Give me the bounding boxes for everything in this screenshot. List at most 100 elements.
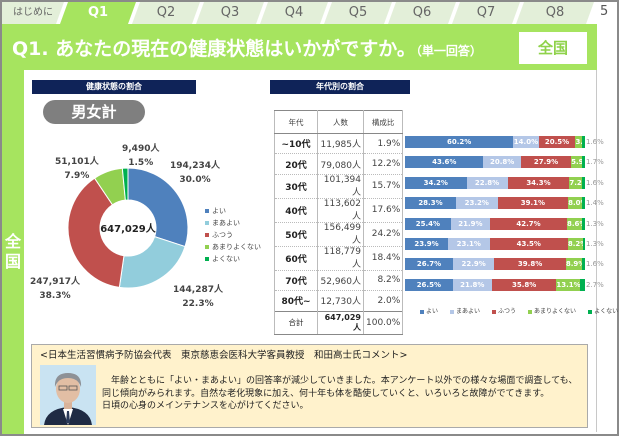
donut-slice-4: [121, 167, 129, 201]
pie-percent: 38.3%: [39, 291, 71, 301]
legend-swatch: [492, 309, 497, 314]
bar-segment: 8.9%: [565, 258, 582, 271]
side-label-char: 全: [4, 232, 21, 251]
legend-item: まあよい: [205, 217, 261, 229]
legend-label: よい: [212, 207, 226, 215]
tab-q4[interactable]: Q4: [260, 2, 328, 24]
tab-q8[interactable]: Q8: [516, 2, 594, 24]
tab-q1[interactable]: Q1: [60, 2, 136, 24]
side-bar: [2, 70, 24, 434]
row-count: 156,499人: [317, 221, 364, 247]
pie-percent: 30.0%: [179, 175, 211, 185]
bar-segment: 27.9%: [520, 156, 572, 169]
bar-row: 26.5% 21.8% 35.8% 13.1% 2.7%: [405, 278, 604, 291]
bar-segment: 26.7%: [405, 258, 454, 271]
legend-swatch: [205, 209, 209, 213]
tab-q5[interactable]: Q5: [324, 2, 392, 24]
tab-q7[interactable]: Q7: [452, 2, 520, 24]
table-row: 60代 118,779人 18.4%: [274, 245, 404, 271]
comment-line: 年齢とともに「よい・まあよい」の回答率が減少していきました。本アンケート以外での…: [102, 376, 578, 386]
bar-segment: 23.1%: [448, 238, 490, 250]
bar-legend: よい まあよい ふつう あまりよくない よくない: [420, 306, 619, 315]
legend-label: あまりよくない: [534, 308, 577, 315]
donut-slice-2: [67, 177, 125, 288]
legend-swatch: [420, 309, 424, 314]
bar-segment: 42.7%: [490, 217, 567, 230]
tab-q6[interactable]: Q6: [388, 2, 456, 24]
legend-swatch: [588, 309, 593, 314]
bar-legend-item: よい: [420, 308, 438, 315]
bar-label-outside: 1.4%: [586, 199, 604, 208]
bar-segment: [582, 238, 585, 250]
bar-segment: [581, 156, 585, 169]
row-age: ~10代: [274, 132, 318, 155]
pie-legend: よい まあよい ふつう あまりよくない よくない: [205, 205, 261, 265]
bar-segment: 34.3%: [507, 176, 570, 189]
bar-segment: 3.8%: [575, 136, 583, 148]
legend-swatch: [205, 221, 209, 225]
row-age: 60代: [274, 245, 318, 271]
legend-label: よくない: [594, 308, 619, 315]
legend-item: よくない: [205, 253, 261, 265]
row-count: 101,394人: [317, 173, 364, 199]
tab-q3[interactable]: Q3: [196, 2, 264, 24]
table-row: 70代 52,960人 8.2%: [274, 269, 404, 292]
bar-segment: [582, 197, 585, 210]
bar-row: 34.2%22.8%34.3%7.2%1.6%: [405, 176, 604, 189]
bar-segment: 14.0%: [513, 136, 539, 148]
comment-body: 年齢とともに「よい・まあよい」の回答率が減少していきました。本アンケート以外での…: [102, 375, 582, 413]
bar-label-outside: 1.3%: [586, 240, 604, 248]
row-ratio: 2.0%: [362, 290, 404, 312]
tab-q2[interactable]: Q2: [132, 2, 200, 24]
table-row: 50代 156,499人 24.2%: [274, 221, 404, 247]
legend-label: よい: [426, 308, 439, 315]
row-age: 70代: [274, 269, 318, 292]
legend-item: ふつう: [205, 229, 261, 241]
pie-count: 194,234人: [170, 161, 220, 171]
bar-segment: 39.8%: [494, 258, 566, 271]
bar-legend-item: ふつう: [492, 308, 516, 315]
tab-intro[interactable]: はじめに: [2, 2, 64, 24]
bar-legend-item: よくない: [588, 308, 618, 315]
row-count: 113,602人: [317, 197, 364, 223]
side-label-char: 国: [4, 252, 21, 271]
bar-segment: 8.0%: [568, 197, 583, 210]
table-row: ~10代 11,985人 1.9%: [274, 132, 404, 155]
bar-segment: 22.8%: [466, 176, 508, 189]
bar-segment: 43.5%: [489, 238, 568, 250]
row-count: 118,779人: [317, 245, 364, 271]
bar-segment: 20.5%: [538, 136, 576, 148]
bar-segment: 28.3%: [405, 197, 456, 210]
table-row: 80代~ 12,730人 2.0%: [274, 290, 404, 312]
legend-label: よくない: [212, 255, 240, 263]
bar-label-outside: 1.6%: [586, 260, 604, 269]
question-title: Q1. あなたの現在の健康状態はいかがですか。（単一回答）: [12, 34, 482, 61]
bar-segment: 23.2%: [455, 197, 498, 210]
page-number: 5: [600, 4, 609, 19]
expert-comment-box: <日本生活習慣病予防協会代表 東京慈恵会医科大学客員教授 和田高士氏コメント> …: [31, 344, 588, 428]
legend-label: まあよい: [212, 219, 240, 227]
legend-swatch: [528, 309, 533, 314]
bar-segment: [579, 278, 585, 291]
bar-segment: [582, 176, 586, 189]
bar-segment: 25.4%: [405, 217, 451, 230]
bar-segment: 13.1%: [556, 278, 580, 291]
bar-segment: 21.8%: [452, 278, 492, 291]
bar-segment: [582, 217, 585, 230]
bar-segment: 5.9%: [571, 156, 582, 169]
bar-segment: 22.9%: [453, 258, 495, 271]
legend-label: ふつう: [498, 308, 517, 315]
bar-row: 28.3%23.2%39.1%8.0%1.4%: [405, 197, 604, 210]
row-count: 79,080人: [317, 153, 364, 175]
bar-label-outside: 1.7%: [586, 158, 604, 167]
bar-segment: 43.6%: [405, 156, 484, 169]
row-ratio: 17.6%: [362, 197, 404, 223]
divider: [596, 70, 597, 432]
row-ratio: 18.4%: [362, 245, 404, 271]
gender-total-pill: 男女計: [43, 100, 145, 124]
pie-count: 9,490人: [122, 144, 160, 154]
pie-percent: 22.3%: [182, 299, 214, 309]
row-ratio: 15.7%: [362, 173, 404, 199]
age-table: 年代 人数 構成比 ~10代 11,985人 1.9% 20代 79,080人 12.2% 30…: [274, 110, 404, 335]
